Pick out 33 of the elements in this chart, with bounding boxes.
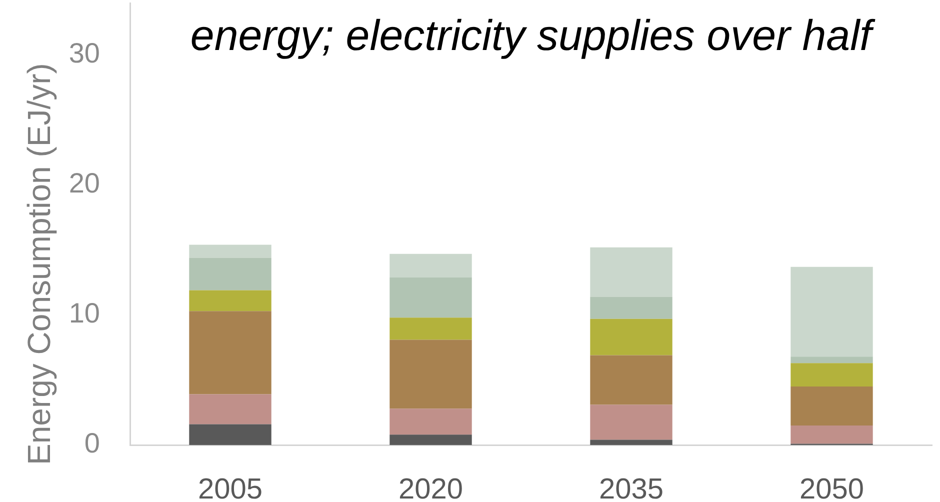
chart-title: energy; electricity supplies over half: [189, 12, 876, 60]
x-tick-label: 2020: [398, 473, 464, 502]
y-tick-label: 10: [68, 298, 100, 329]
bar: [390, 277, 472, 318]
x-tick-label: 2035: [598, 473, 664, 502]
bar: [590, 440, 672, 445]
bar: [590, 318, 672, 356]
bar: [390, 340, 472, 409]
bar: [590, 247, 672, 297]
bar: [790, 356, 873, 364]
x-tick-label: 2005: [198, 473, 263, 502]
bar: [189, 290, 272, 312]
bar: [790, 426, 873, 444]
bar: [790, 266, 873, 357]
y-tick-label: 30: [68, 38, 100, 69]
bar: [590, 355, 672, 405]
bar: [390, 254, 472, 278]
bar: [590, 296, 672, 319]
bar: [189, 244, 272, 258]
y-axis-title: Energy Consumption (EJ/yr): [20, 63, 57, 465]
x-tick-label: 2050: [799, 473, 864, 502]
bar: [590, 404, 672, 440]
bar: [390, 318, 472, 340]
bar: [790, 386, 873, 426]
y-tick-label: 0: [84, 428, 100, 459]
bar: [390, 434, 472, 445]
y-tick-label: 20: [68, 168, 100, 199]
bar: [790, 363, 873, 386]
bar: [390, 408, 472, 435]
bar: [189, 394, 272, 424]
bar: [189, 311, 272, 394]
bar: [189, 258, 272, 290]
bar: [189, 424, 272, 445]
